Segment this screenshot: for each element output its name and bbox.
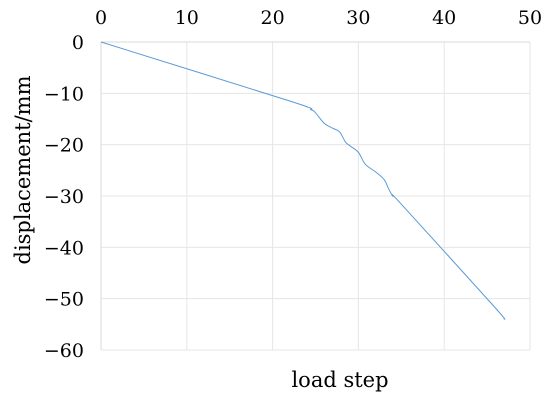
y-tick-label: −50 [44,289,84,311]
x-tick-label: 50 [518,7,542,29]
series-line [100,41,506,320]
x-tick-label: 30 [346,7,370,29]
x-tick-labels: 0 10 20 30 40 50 [95,7,542,29]
y-tick-label: −60 [44,340,84,362]
y-axis-title: displacement/mm [11,75,35,264]
y-tick-label: −20 [44,135,84,157]
x-tick-label: 10 [175,7,199,29]
x-axis-title: load step [291,368,388,392]
x-tick-label: 40 [432,7,456,29]
y-tick-label: −10 [44,83,84,105]
x-tick-label: 0 [95,7,107,29]
axes [100,41,530,350]
x-tick-label: 20 [261,7,285,29]
gridlines [101,42,531,351]
y-tick-label: 0 [72,32,84,54]
y-tick-label: −30 [44,186,84,208]
y-tick-label: −40 [44,237,84,259]
y-tick-labels: 0 −10 −20 −30 −40 −50 −60 [44,32,84,362]
